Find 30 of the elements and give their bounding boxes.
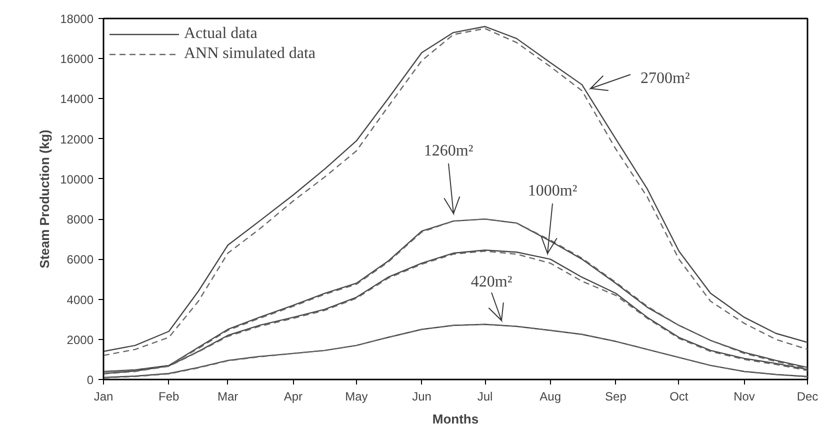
x-tick-label: Sep bbox=[605, 390, 627, 404]
x-tick-label: Jun bbox=[412, 390, 432, 404]
y-tick-label: 8000 bbox=[66, 212, 94, 227]
y-tick-label: 16000 bbox=[60, 52, 94, 66]
x-axis-title: Months bbox=[432, 412, 479, 426]
x-tick-label: Jul bbox=[477, 390, 493, 404]
y-tick-label: 0 bbox=[86, 373, 94, 387]
y-tick-label: 4000 bbox=[66, 292, 94, 307]
x-tick-label: May bbox=[345, 390, 368, 404]
y-tick-label: 14000 bbox=[60, 92, 94, 106]
y-tick-label: 6000 bbox=[66, 252, 94, 267]
y-tick-label: 10000 bbox=[60, 172, 94, 186]
y-axis-title: Steam Production (kg) bbox=[37, 130, 52, 268]
annotation: 2700m² bbox=[640, 70, 690, 87]
x-tick-label: Dec bbox=[796, 390, 818, 404]
annotation: 420m² bbox=[470, 274, 512, 290]
legend-label: Actual data bbox=[184, 25, 258, 43]
x-tick-label: Jan bbox=[94, 390, 114, 404]
x-tick-label: Apr bbox=[284, 390, 303, 404]
y-tick-label: 2000 bbox=[66, 332, 94, 347]
x-tick-label: Feb bbox=[158, 390, 180, 404]
annotation: 1260m² bbox=[424, 142, 474, 160]
legend-label: ANN simulated data bbox=[184, 45, 316, 63]
x-tick-label: Aug bbox=[540, 390, 562, 404]
x-tick-label: Nov bbox=[734, 390, 755, 404]
x-tick-label: Oct bbox=[670, 390, 689, 404]
y-tick-label: 12000 bbox=[60, 132, 94, 146]
y-tick-label: 18000 bbox=[60, 12, 94, 26]
x-tick-label: Mar bbox=[218, 390, 238, 404]
annotation: 1000m² bbox=[528, 182, 578, 200]
